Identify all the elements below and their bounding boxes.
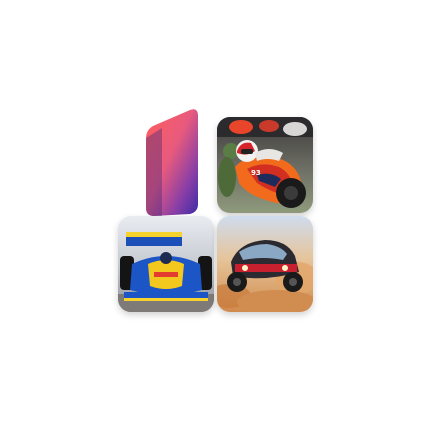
motorcycle-racing-icon: 93 [217,117,313,213]
rally-tile[interactable] [217,216,313,312]
f1-tile[interactable] [118,216,214,312]
svg-text:93: 93 [251,169,261,177]
brand-logo-tile[interactable] [138,108,200,218]
motogp-tile[interactable]: 93 [217,117,313,213]
brand-logo-icon [146,109,198,216]
rally-car-icon [217,216,313,312]
formula-one-car-icon [118,216,214,312]
